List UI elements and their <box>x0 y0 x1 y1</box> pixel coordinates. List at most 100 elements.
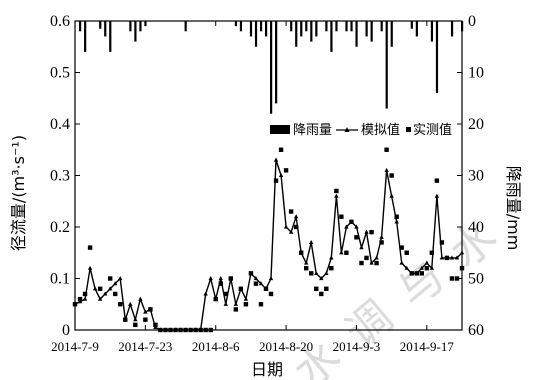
rain-bar <box>385 21 388 109</box>
rain-bar <box>134 21 137 42</box>
rain-bar <box>259 21 263 32</box>
observed-point <box>263 286 269 291</box>
simulated-point <box>419 265 424 270</box>
rain-bar <box>79 21 82 32</box>
observed-point <box>243 302 249 307</box>
observed-point <box>364 255 369 261</box>
observed-point <box>334 188 339 194</box>
simulated-point <box>334 193 339 198</box>
y-left-tick-label: 0.3 <box>50 168 70 185</box>
rain-bar <box>234 21 238 27</box>
observed-point <box>238 286 244 291</box>
rain-bar <box>300 21 303 37</box>
rain-bar <box>435 21 439 94</box>
observed-point <box>97 286 103 291</box>
observed-point <box>278 147 284 152</box>
observed-point <box>319 291 324 297</box>
y-right-tick-label: 40 <box>468 219 484 236</box>
rain-bar <box>325 21 328 32</box>
simulated-point <box>143 309 148 314</box>
simulated-point <box>309 239 314 245</box>
observed-point <box>444 255 450 261</box>
simulated-point <box>97 296 103 301</box>
rainfall-bars <box>79 21 464 114</box>
y-left-tick-label: 0.2 <box>50 219 70 236</box>
simulated-point <box>404 265 409 270</box>
simulated-point <box>208 276 213 281</box>
simulated-point <box>339 250 344 255</box>
rain-bar <box>239 21 243 32</box>
x-tick-label: 2014-8-20 <box>259 339 313 354</box>
observed-point <box>118 302 123 307</box>
simulated-point <box>379 234 384 239</box>
x-tick-labels: 2014-7-9 2014-7-23 2014-8-6 2014-8-20 2014-9… <box>51 339 454 354</box>
observed-point <box>233 307 239 312</box>
observed-point <box>369 229 374 235</box>
x-tick-label: 2014-9-3 <box>333 339 381 354</box>
observed-point <box>324 286 329 291</box>
simulated-point <box>329 255 334 260</box>
simulated-point <box>133 317 138 322</box>
simulated-point <box>354 224 359 229</box>
observed-point <box>409 271 414 276</box>
simulated-point <box>324 270 329 275</box>
simulated-point <box>82 296 88 301</box>
rain-bar <box>129 21 132 32</box>
observed-point <box>344 250 349 255</box>
rain-bar <box>380 21 383 32</box>
y-axis-left-title: 径流量/(m³·s⁻¹) <box>9 135 28 251</box>
rain-bar <box>330 21 333 52</box>
legend-sim-marker <box>344 127 350 132</box>
simulated-point <box>449 255 455 260</box>
rain-bar <box>270 21 273 114</box>
observed-point <box>283 168 289 173</box>
simulated-series <box>72 157 465 332</box>
simulated-point <box>87 265 93 270</box>
observed-point <box>314 286 319 291</box>
simulated-point <box>389 193 394 198</box>
simulated-point <box>369 260 374 265</box>
observed-point <box>113 291 118 297</box>
observed-point <box>228 276 234 281</box>
y-right-tick-label: 10 <box>468 65 484 82</box>
observed-point <box>404 250 409 255</box>
observed-point <box>153 322 158 328</box>
simulated-point <box>233 301 239 306</box>
y-left-tick-label: 0 <box>62 322 70 339</box>
y-right-tick-label: 30 <box>468 168 484 185</box>
y-axis-right-title: 降雨量/mm <box>504 166 523 251</box>
rain-bar <box>104 21 107 37</box>
rain-bar <box>249 21 253 37</box>
simulated-point <box>429 265 435 270</box>
rain-bar <box>350 21 353 32</box>
observed-point <box>449 276 455 281</box>
observed-point <box>133 322 138 328</box>
rain-bar <box>335 21 338 32</box>
observed-point <box>394 214 399 219</box>
simulated-point <box>439 255 445 260</box>
simulated-point <box>278 173 284 178</box>
simulated-point <box>314 270 319 275</box>
simulated-point <box>107 286 113 291</box>
observed-point <box>143 317 148 322</box>
observed-point <box>253 281 259 286</box>
y-left-tick-label: 0.5 <box>50 65 70 82</box>
simulated-point <box>303 260 309 265</box>
observed-point <box>339 214 344 219</box>
rain-bar <box>99 21 102 29</box>
watermark-glyph: 与 <box>388 251 454 318</box>
rain-bar <box>450 21 454 37</box>
observed-point <box>424 266 430 271</box>
y-left-tick-label: 0.4 <box>50 116 70 133</box>
observed-point <box>87 245 93 250</box>
simulated-point <box>293 214 299 219</box>
simulated-point <box>273 157 279 162</box>
rain-bar <box>355 21 358 47</box>
observed-point <box>148 307 153 312</box>
simulated-point <box>394 219 399 224</box>
simulated-point <box>223 301 228 306</box>
simulated-point <box>399 260 404 265</box>
simulated-point <box>128 301 133 306</box>
simulated-point <box>118 276 123 281</box>
